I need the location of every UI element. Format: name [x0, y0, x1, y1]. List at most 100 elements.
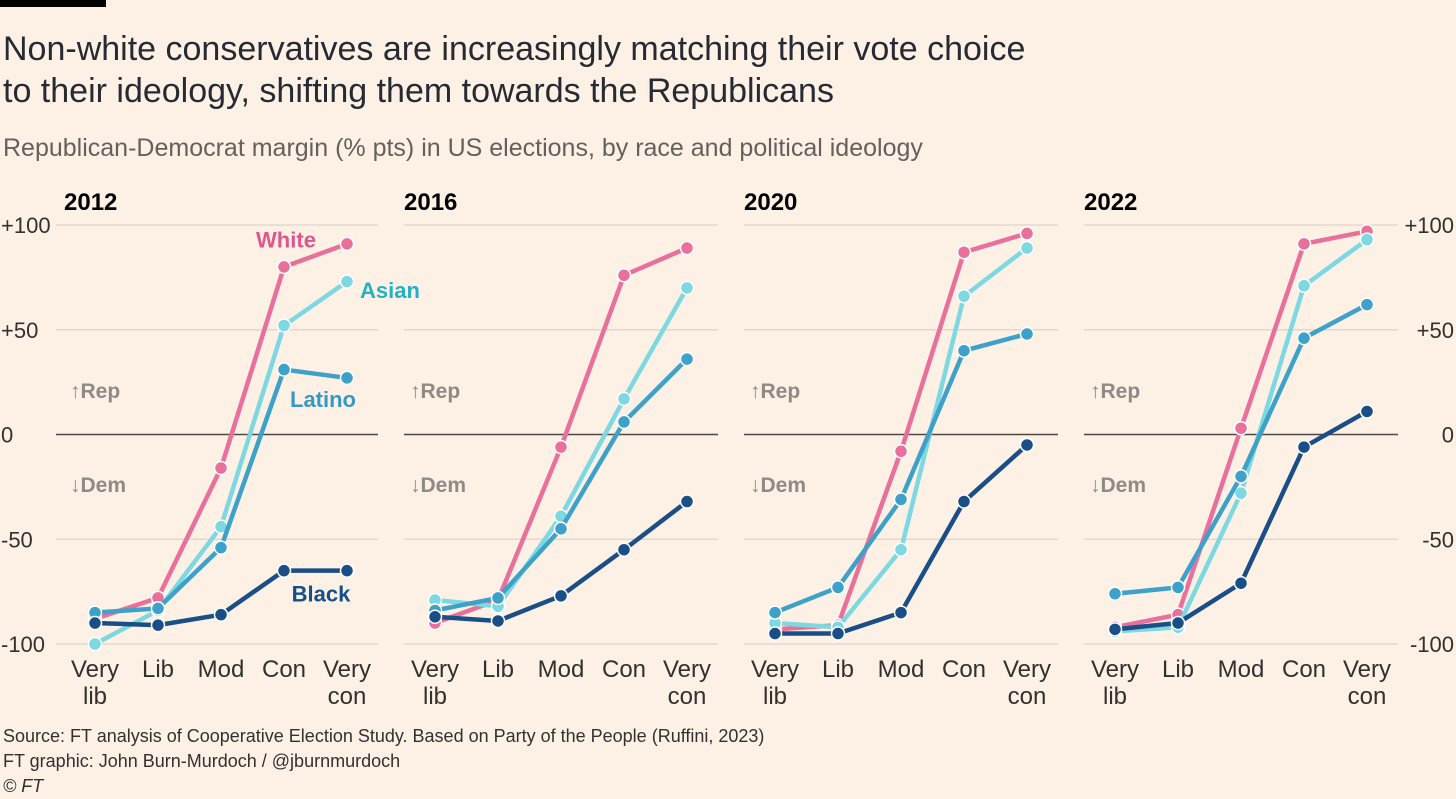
x-tick-label: Lib	[1162, 656, 1194, 683]
data-point-latino	[1107, 586, 1123, 601]
data-point-black	[87, 615, 103, 631]
rep-direction-label: ↑Rep	[750, 380, 800, 403]
data-point-black	[1107, 622, 1123, 637]
x-tick-label: Mod	[1218, 656, 1265, 683]
series-label-white: White	[256, 228, 316, 253]
data-point-black	[1296, 439, 1312, 455]
data-point-black	[339, 563, 355, 578]
small-multiples-chart: +100 +100 +50 +50 0 0 -50 -50 -100 -100 2012 ↑Rep ↓D…	[1, 189, 1454, 710]
y-tick-label-left: 0	[1, 423, 13, 448]
x-tick-label: con	[1008, 683, 1047, 710]
data-point-black	[1019, 437, 1035, 453]
series-line-latino	[772, 331, 1030, 615]
y-tick-label-right: -100	[1410, 632, 1454, 657]
series-line-asian	[1112, 237, 1370, 634]
x-tick-label: Very	[1091, 656, 1139, 683]
data-point-asian	[679, 280, 695, 296]
series-label-black: Black	[292, 582, 351, 607]
y-tick-label-right: +50	[1417, 318, 1454, 343]
x-tick-label: Very	[71, 656, 119, 683]
x-tick-label: Very	[411, 656, 459, 683]
data-point-asian	[956, 288, 972, 304]
data-point-black	[893, 605, 909, 620]
data-point-white	[1233, 420, 1249, 436]
footer: Source: FT analysis of Cooperative Elect…	[3, 724, 764, 799]
x-tick-label: Con	[942, 656, 986, 683]
y-tick-label-right: +100	[1404, 213, 1454, 238]
data-point-black	[1170, 615, 1186, 631]
x-tick-label: lib	[1103, 683, 1127, 710]
data-point-asian	[276, 318, 292, 333]
data-point-latino	[150, 601, 166, 616]
graphic-credit: FT graphic: John Burn-Murdoch / @jburnmu…	[3, 751, 401, 771]
series-line-latino	[1112, 302, 1370, 596]
data-point-white	[616, 268, 632, 283]
data-point-white	[1019, 226, 1035, 241]
series-label-latino: Latino	[290, 387, 356, 412]
panel-title-2012: 2012	[64, 189, 117, 216]
y-tick-label-right: 0	[1442, 423, 1454, 448]
series-line-white	[772, 231, 1030, 632]
rep-direction-label: ↑Rep	[410, 380, 460, 403]
data-point-latino	[956, 343, 972, 358]
x-tick-label: Very	[663, 656, 711, 683]
x-tick-label: Con	[1282, 656, 1326, 683]
x-tick-label: Mod	[878, 656, 925, 683]
panel-title-2022: 2022	[1084, 189, 1137, 216]
x-tick-label: Mod	[198, 656, 245, 683]
data-point-latino	[893, 492, 909, 507]
series-line-white	[432, 245, 690, 626]
chart-title-line-2: to their ideology, shifting them towards…	[3, 72, 834, 110]
dem-direction-label: ↓Dem	[1090, 474, 1146, 497]
y-tick-label-left: +50	[1, 318, 38, 343]
y-tick-label-left: -50	[1, 527, 33, 552]
x-tick-label: Con	[602, 656, 646, 683]
y-tick-label-right: -50	[1422, 527, 1454, 552]
data-point-asian	[339, 274, 355, 289]
data-point-black	[830, 626, 846, 641]
series-line-white	[92, 241, 350, 622]
data-point-black	[679, 494, 695, 509]
x-tick-label: lib	[423, 683, 447, 710]
chart-subtitle: Republican-Democrat margin (% pts) in US…	[3, 134, 923, 162]
data-point-latino	[1019, 326, 1035, 342]
series-line-latino	[432, 356, 690, 613]
series-line-black	[1112, 409, 1370, 632]
y-tick-label-left: -100	[1, 632, 45, 657]
data-point-black	[213, 607, 229, 622]
x-tick-label: Very	[1003, 656, 1051, 683]
data-point-asian	[616, 391, 632, 407]
rep-direction-label: ↑Rep	[70, 380, 120, 403]
chart-title-line-1: Non-white conservatives are increasingly…	[3, 30, 1026, 68]
data-point-latino	[276, 362, 292, 377]
data-point-white	[339, 236, 355, 252]
rep-direction-label: ↑Rep	[1090, 380, 1140, 403]
data-point-white	[1296, 236, 1312, 252]
data-point-latino	[1296, 330, 1312, 346]
data-point-black	[616, 542, 632, 557]
panel-title-2020: 2020	[744, 189, 797, 216]
data-point-black	[553, 588, 569, 604]
data-point-white	[213, 460, 229, 476]
data-point-latino	[1359, 297, 1375, 312]
series-line-asian	[772, 245, 1030, 630]
dem-direction-label: ↓Dem	[70, 474, 126, 497]
data-point-black	[767, 626, 783, 641]
x-tick-label: Lib	[822, 656, 854, 683]
data-point-black	[1233, 575, 1249, 591]
data-point-asian	[893, 542, 909, 557]
data-point-white	[893, 444, 909, 459]
data-point-white	[276, 259, 292, 275]
data-point-black	[276, 563, 292, 578]
data-point-black	[1359, 404, 1375, 419]
data-point-white	[679, 240, 695, 256]
series-label-asian: Asian	[360, 278, 420, 303]
x-tick-label: lib	[763, 683, 787, 710]
data-point-asian	[1019, 240, 1035, 256]
data-point-asian	[1233, 485, 1249, 501]
x-tick-label: Lib	[482, 656, 514, 683]
x-tick-label: Very	[323, 656, 371, 683]
data-point-latino	[679, 351, 695, 367]
copyright: © FT	[3, 776, 44, 796]
data-point-black	[956, 494, 972, 509]
